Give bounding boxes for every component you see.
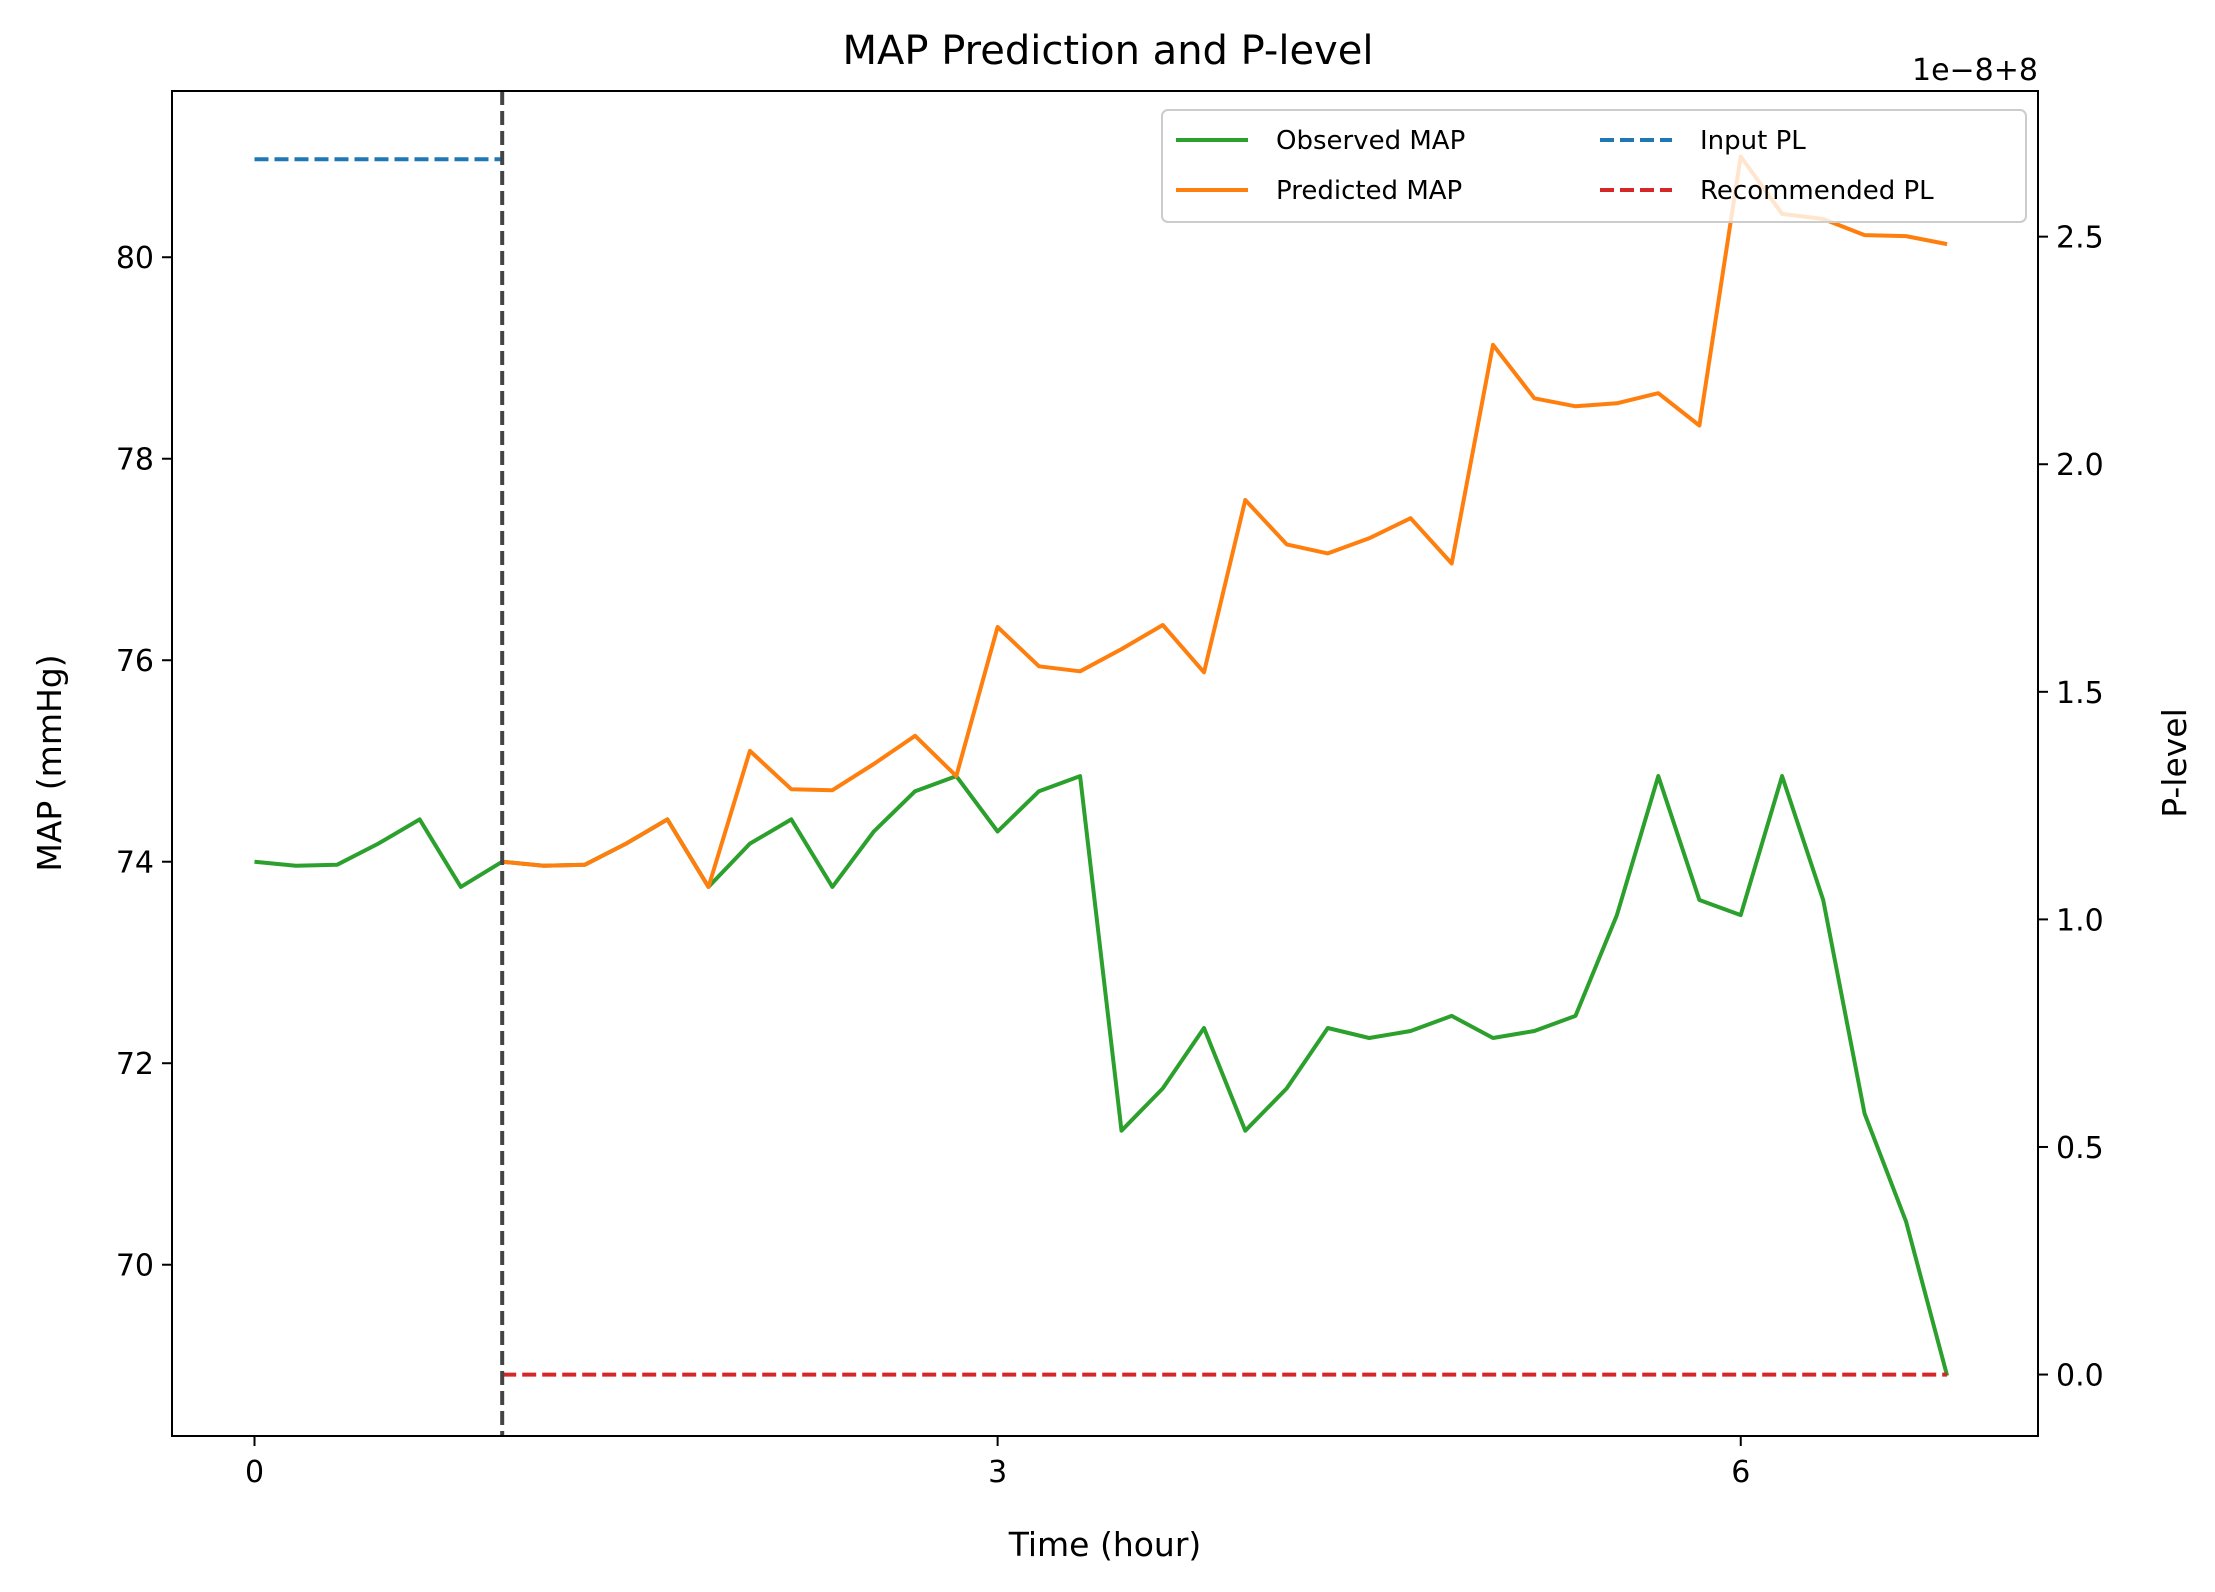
series-line-predicted-map xyxy=(502,154,1948,889)
y2-tick-label: 2.5 xyxy=(2056,221,2104,256)
legend-box xyxy=(1161,109,2027,223)
legend-label-observed-map: Observed MAP xyxy=(1276,126,1465,156)
y2-tick-label: 1.5 xyxy=(2056,676,2104,711)
chart-title: MAP Prediction and P-level xyxy=(843,28,1374,74)
y2-tick-label: 1.0 xyxy=(2056,903,2104,938)
y2-tick-label: 2.0 xyxy=(2056,448,2104,483)
legend-label-input-pl: Input PL xyxy=(1700,126,1806,156)
plot-area xyxy=(254,91,1950,1436)
y-tick-label: 80 xyxy=(116,241,154,276)
x-tick-label: 0 xyxy=(245,1455,264,1490)
y-tick-label: 76 xyxy=(116,644,154,679)
legend-label-predicted-map: Predicted MAP xyxy=(1276,176,1462,206)
y-tick-label: 78 xyxy=(116,443,154,478)
y-tick-label: 74 xyxy=(116,846,154,881)
y-tick-label: 70 xyxy=(116,1249,154,1284)
y2-tick-label: 0.5 xyxy=(2056,1131,2104,1166)
y2-tick-label: 0.0 xyxy=(2056,1359,2104,1394)
legend: Observed MAP Predicted MAP Input PL Recomme… xyxy=(1161,109,2027,223)
right-axis-offset-label: 1e−8+8 xyxy=(1912,53,2038,88)
y-tick-label: 72 xyxy=(116,1047,154,1082)
plot-frame xyxy=(171,90,2039,1437)
y2-axis-label: P-level xyxy=(2155,708,2194,818)
y-axis-label: MAP (mmHg) xyxy=(30,654,69,871)
x-tick-label: 3 xyxy=(988,1455,1007,1490)
legend-label-recommended-pl: Recommended PL xyxy=(1700,176,1934,206)
x-tick-label: 6 xyxy=(1731,1455,1750,1490)
x-axis-label: Time (hour) xyxy=(1008,1525,1202,1564)
axes: 0 3 6 70 72 74 76 78 80 0.0 0.5 1.0 1.5 2.0 2.5 xyxy=(116,221,2104,1490)
